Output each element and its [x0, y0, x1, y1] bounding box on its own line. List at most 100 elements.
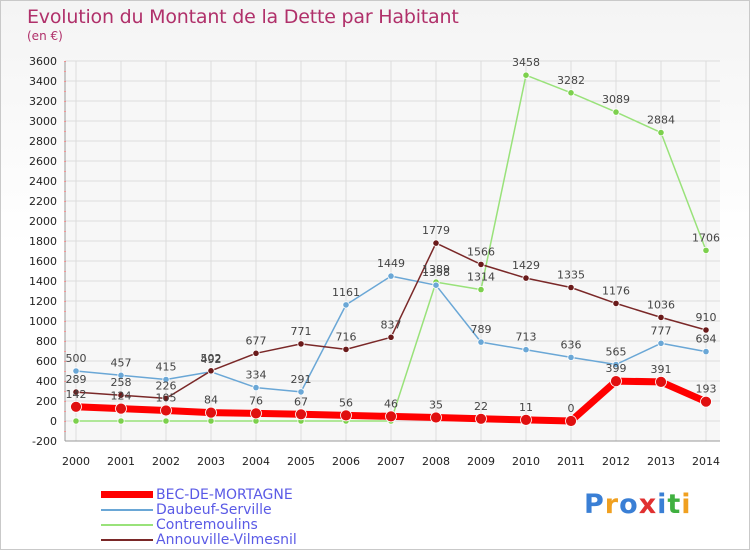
data-point-annouville-vilmesnil: [162, 394, 170, 402]
y-tick-label: 2000: [29, 215, 57, 228]
data-point-bec-de-mortagne: [205, 406, 217, 419]
data-point-daubeuf-serville: [117, 371, 125, 379]
data-label-daubeuf-serville: 1161: [332, 286, 360, 299]
data-label-annouville-vilmesnil: 1429: [512, 259, 540, 272]
x-tick-label: 2000: [62, 455, 90, 468]
data-label-daubeuf-serville: 1449: [377, 257, 405, 270]
legend-item-annouville-vilmesnil: Annouville-Vilmesnil: [101, 531, 297, 548]
data-point-daubeuf-serville: [657, 339, 665, 347]
legend-item-bec-de-mortagne: BEC-DE-MORTAGNE: [101, 487, 297, 503]
x-tick-label: 2009: [467, 455, 495, 468]
data-point-annouville-vilmesnil: [612, 299, 620, 307]
x-tick-label: 2011: [557, 455, 585, 468]
data-point-contremoulins: [567, 89, 575, 97]
y-tick-label: 3200: [29, 95, 57, 108]
data-point-daubeuf-serville: [567, 353, 575, 361]
data-point-daubeuf-serville: [432, 281, 440, 289]
data-label-daubeuf-serville: 1358: [422, 266, 450, 279]
data-label-annouville-vilmesnil: 771: [291, 325, 312, 338]
data-point-contremoulins: [117, 417, 125, 425]
data-label-daubeuf-serville: 777: [651, 324, 672, 337]
data-point-daubeuf-serville: [162, 375, 170, 384]
data-label-daubeuf-serville: 457: [111, 356, 132, 369]
y-tick-label: 1800: [29, 235, 57, 248]
data-point-bec-de-mortagne: [295, 408, 307, 421]
proxiti-logo: Proxiti: [584, 489, 692, 520]
data-label-contremoulins: 2884: [647, 114, 675, 127]
x-tick-label: 2007: [377, 455, 405, 468]
data-point-bec-de-mortagne: [385, 410, 397, 423]
data-point-annouville-vilmesnil: [567, 283, 575, 292]
data-point-bec-de-mortagne: [655, 375, 667, 388]
data-point-annouville-vilmesnil: [207, 367, 215, 375]
data-point-annouville-vilmesnil: [387, 333, 395, 341]
data-point-bec-de-mortagne: [250, 407, 262, 420]
data-label-bec-de-mortagne: 56: [339, 396, 353, 409]
data-label-bec-de-mortagne: 46: [384, 397, 398, 410]
data-point-daubeuf-serville: [297, 388, 305, 396]
data-point-annouville-vilmesnil: [477, 260, 485, 268]
data-label-daubeuf-serville: 500: [66, 352, 87, 365]
data-point-bec-de-mortagne: [700, 395, 712, 408]
data-point-contremoulins: [477, 285, 485, 294]
data-label-annouville-vilmesnil: 910: [696, 311, 717, 324]
x-tick-label: 2014: [692, 455, 720, 468]
data-label-contremoulins: 3282: [557, 74, 585, 87]
data-label-bec-de-mortagne: 193: [696, 383, 717, 396]
data-label-daubeuf-serville: 415: [156, 361, 177, 374]
legend-label: Annouville-Vilmesnil: [156, 531, 297, 548]
data-label-daubeuf-serville: 713: [516, 331, 537, 344]
data-label-daubeuf-serville: 636: [561, 338, 582, 351]
x-tick-label: 2001: [107, 455, 135, 468]
data-point-annouville-vilmesnil: [432, 239, 440, 247]
data-point-bec-de-mortagne: [430, 411, 442, 424]
data-label-annouville-vilmesnil: 502: [201, 352, 222, 365]
data-point-annouville-vilmesnil: [522, 274, 530, 282]
y-tick-label: 2600: [29, 155, 57, 168]
x-tick-label: 2003: [197, 455, 225, 468]
y-tick-label: 1000: [29, 315, 57, 328]
data-point-bec-de-mortagne: [160, 404, 172, 417]
data-label-daubeuf-serville: 565: [606, 346, 627, 359]
data-point-daubeuf-serville: [72, 367, 80, 375]
data-label-daubeuf-serville: 291: [291, 373, 312, 386]
legend-label: Contremoulins: [156, 516, 258, 533]
legend-swatch: [101, 523, 153, 526]
y-tick-label: 800: [36, 335, 57, 348]
data-label-contremoulins: 1314: [467, 271, 495, 284]
y-tick-label: 3400: [29, 75, 57, 88]
data-label-contremoulins: 3458: [512, 56, 540, 69]
y-tick-label: 3600: [29, 55, 57, 68]
legend-label: Daubeuf-Serville: [156, 501, 272, 518]
legend-swatch: [101, 538, 153, 541]
x-tick-label: 2004: [242, 455, 270, 468]
x-tick-label: 2005: [287, 455, 315, 468]
data-point-annouville-vilmesnil: [657, 313, 665, 321]
data-label-annouville-vilmesnil: 837: [381, 318, 402, 331]
data-label-bec-de-mortagne: 105: [156, 392, 177, 405]
y-tick-label: 1600: [29, 255, 57, 268]
data-point-bec-de-mortagne: [115, 402, 127, 415]
data-point-contremoulins: [207, 417, 215, 425]
data-label-bec-de-mortagne: 399: [606, 362, 627, 375]
data-point-contremoulins: [657, 129, 665, 137]
legend-swatch: [101, 508, 153, 511]
data-point-daubeuf-serville: [702, 347, 710, 356]
x-tick-label: 2008: [422, 455, 450, 468]
data-point-daubeuf-serville: [477, 338, 485, 346]
data-point-daubeuf-serville: [252, 383, 260, 392]
data-label-contremoulins: 3089: [602, 93, 630, 106]
legend-swatch: [101, 491, 153, 498]
y-tick-label: 2200: [29, 195, 57, 208]
data-label-daubeuf-serville: 694: [696, 333, 717, 346]
data-label-annouville-vilmesnil: 716: [336, 330, 357, 343]
data-point-bec-de-mortagne: [520, 413, 532, 426]
y-tick-label: 1200: [29, 295, 57, 308]
data-point-annouville-vilmesnil: [252, 349, 260, 357]
data-point-contremoulins: [72, 417, 80, 425]
y-tick-label: -200: [32, 435, 57, 448]
data-label-bec-de-mortagne: 142: [66, 388, 87, 401]
y-tick-label: 200: [36, 395, 57, 408]
